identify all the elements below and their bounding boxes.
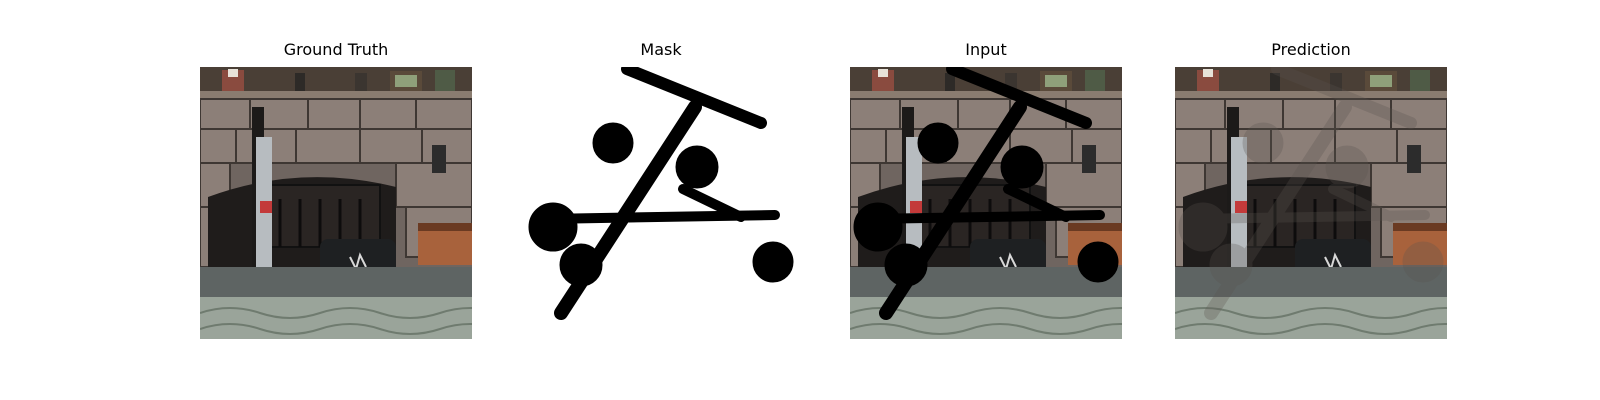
input-image [850, 67, 1122, 339]
panel-title: Ground Truth [283, 40, 389, 59]
panel-title: Mask [640, 40, 682, 59]
mask-image [525, 67, 797, 339]
ground-truth-image [200, 67, 472, 339]
panel-title: Prediction [1271, 40, 1351, 59]
prediction-image [1175, 67, 1447, 339]
panel-title: Input [965, 40, 1007, 59]
